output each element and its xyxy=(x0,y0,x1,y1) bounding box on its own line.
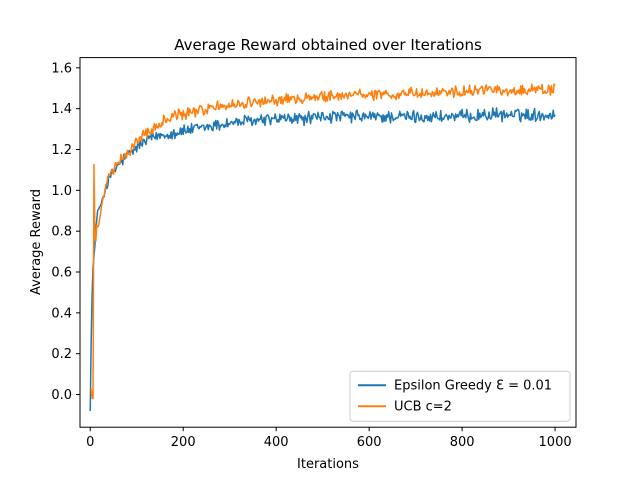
legend-box xyxy=(349,370,571,422)
x-tick-label: 400 xyxy=(264,435,289,450)
y-tick-label: 1.6 xyxy=(51,61,72,76)
x-tick-label: 600 xyxy=(357,435,382,450)
x-axis-label: Iterations xyxy=(297,457,359,472)
x-tick-label: 1000 xyxy=(539,435,572,450)
x-tick-label: 800 xyxy=(450,435,475,450)
x-tick-label: 0 xyxy=(86,435,94,450)
y-tick-label: 1.0 xyxy=(51,184,72,199)
chart-title: Average Reward obtained over Iterations xyxy=(174,36,482,54)
y-axis: 0.0 0.2 0.4 0.6 0.8 1.0 1.2 1.4 1.6 xyxy=(51,61,80,403)
x-tick-label: 200 xyxy=(171,435,196,450)
plot-area-frame xyxy=(79,57,577,428)
y-tick-label: 0.0 xyxy=(51,388,72,403)
y-tick-label: 0.4 xyxy=(51,306,72,321)
y-tick-label: 1.4 xyxy=(51,102,72,117)
y-tick-label: 0.8 xyxy=(51,225,72,240)
legend-label-0: Epsilon Greedy Ɛ = 0.01 xyxy=(394,379,552,394)
y-tick-label: 0.6 xyxy=(51,266,72,281)
legend-label-1: UCB c=2 xyxy=(394,400,452,415)
x-axis: 0 200 400 600 800 1000 xyxy=(86,427,572,450)
y-tick-label: 1.2 xyxy=(51,143,72,158)
series-layer xyxy=(89,83,556,412)
legend: Epsilon Greedy Ɛ = 0.01 UCB c=2 xyxy=(349,370,571,422)
y-axis-label: Average Reward xyxy=(29,189,44,295)
series-line-1 xyxy=(90,83,556,400)
y-tick-label: 0.2 xyxy=(51,347,72,362)
series-line-0 xyxy=(89,107,556,412)
